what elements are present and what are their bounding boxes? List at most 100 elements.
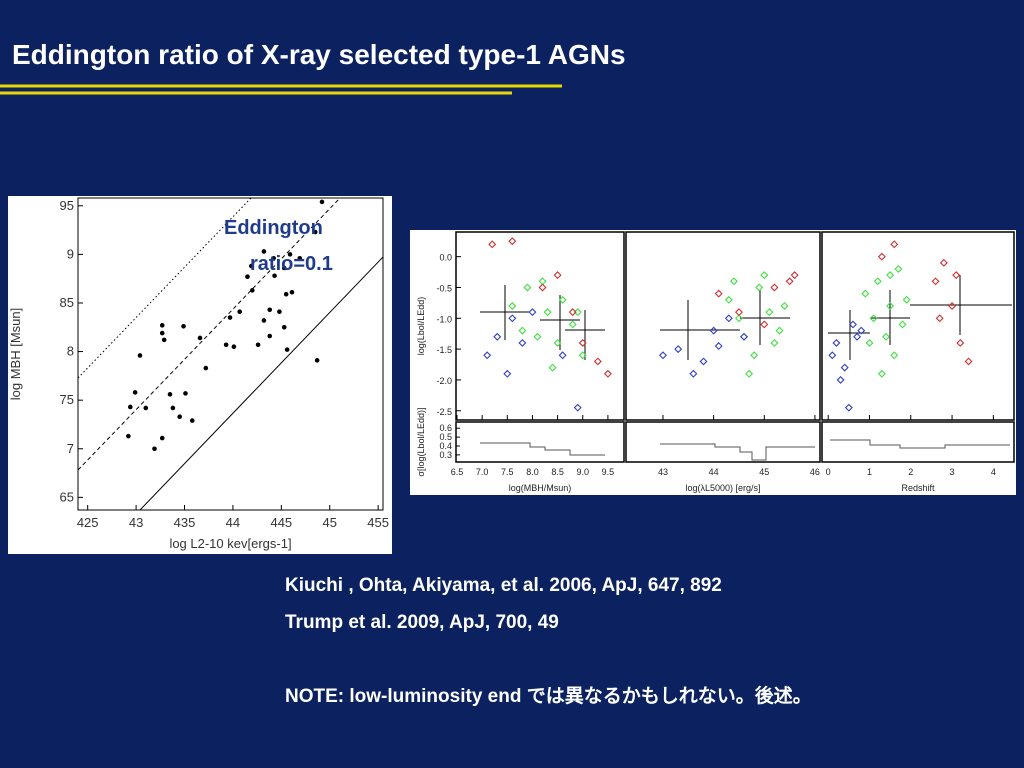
point [518, 338, 527, 347]
point [785, 277, 794, 286]
line-dotted [78, 198, 252, 379]
point [902, 295, 911, 304]
point [894, 265, 903, 273]
point [249, 288, 255, 293]
y-tick-label: 0.5 [439, 432, 452, 442]
point [770, 283, 779, 292]
point [857, 326, 866, 335]
point [865, 338, 874, 347]
lower-panel-frame [455, 421, 625, 463]
point [261, 318, 267, 323]
point [658, 351, 667, 360]
point [159, 435, 165, 441]
point [828, 351, 837, 360]
x-tick-label: 43 [658, 467, 668, 477]
y-tick-label: 9 [67, 246, 74, 261]
point [533, 332, 542, 341]
point [237, 309, 242, 315]
point [488, 240, 497, 249]
point [840, 363, 849, 372]
point [573, 403, 582, 412]
point [177, 414, 182, 419]
point [964, 357, 973, 366]
point [183, 391, 188, 396]
point [578, 338, 587, 347]
point [853, 332, 862, 341]
point [281, 265, 287, 271]
point [159, 330, 165, 336]
point [770, 338, 779, 347]
y-tick-label: 85 [60, 295, 74, 310]
point [790, 271, 799, 280]
point [578, 351, 587, 360]
point [503, 369, 512, 378]
x-tick-label: 3 [950, 467, 955, 477]
x-tick-label: 9.5 [602, 467, 615, 477]
point [714, 342, 723, 351]
point [167, 392, 173, 397]
point [760, 320, 769, 329]
point [935, 314, 944, 323]
point [277, 309, 282, 315]
point [740, 332, 748, 341]
y-tick-label: 0.0 [439, 253, 452, 263]
point [724, 314, 733, 323]
point [674, 345, 683, 354]
x-tick-label: 43 [129, 515, 143, 530]
x-tick-label: 44 [709, 467, 719, 477]
y-axis-label: log(Lbol/LEdd) [416, 297, 426, 356]
point [518, 326, 527, 335]
x-axis-label: Redshift [901, 483, 935, 493]
sigma-steps [480, 439, 1010, 461]
point [593, 357, 602, 366]
y-tick-label: -2.5 [436, 407, 452, 417]
x-tick-label: 425 [77, 515, 99, 530]
annotation: ratio=0.1 [250, 253, 333, 275]
point [528, 308, 537, 317]
point [319, 199, 325, 205]
point [939, 258, 948, 267]
point [689, 369, 698, 378]
point [132, 390, 138, 395]
step [480, 442, 605, 456]
point [745, 369, 754, 378]
y-tick-label: 0.6 [439, 423, 452, 433]
point [289, 289, 295, 295]
point [765, 308, 774, 317]
point [271, 255, 276, 261]
plot-frame [625, 231, 821, 421]
point [877, 252, 886, 261]
point [832, 338, 841, 347]
x-tick-label: 9.0 [576, 467, 589, 477]
point [197, 335, 203, 341]
x-tick-label: 455 [367, 515, 389, 530]
point [558, 295, 567, 304]
point [312, 229, 318, 235]
point [203, 365, 209, 371]
point [231, 344, 237, 350]
point [931, 277, 940, 286]
x-tick-label: 445 [270, 515, 292, 530]
point [137, 353, 143, 358]
x-tick-label: 1 [867, 467, 872, 477]
plot-frame [455, 231, 625, 421]
point [775, 326, 784, 335]
point [724, 295, 733, 304]
point [553, 271, 562, 280]
point [261, 249, 267, 254]
eddington-lines [78, 198, 383, 510]
point [245, 274, 250, 280]
lower-panel-frame [625, 421, 821, 463]
point [836, 375, 845, 384]
point [952, 271, 961, 280]
point [287, 252, 293, 257]
reference: Trump et al. 2009, ApJ, 700, 49 [285, 612, 559, 633]
point [956, 338, 965, 347]
y-tick-label: 0.3 [439, 450, 452, 460]
lower-y-axis-label: σ[log(Lbol/LEdd)] [416, 407, 426, 476]
x-tick-label: 7.0 [476, 467, 489, 477]
point [780, 301, 789, 310]
step [660, 443, 815, 461]
point [755, 283, 764, 292]
point [873, 277, 882, 286]
